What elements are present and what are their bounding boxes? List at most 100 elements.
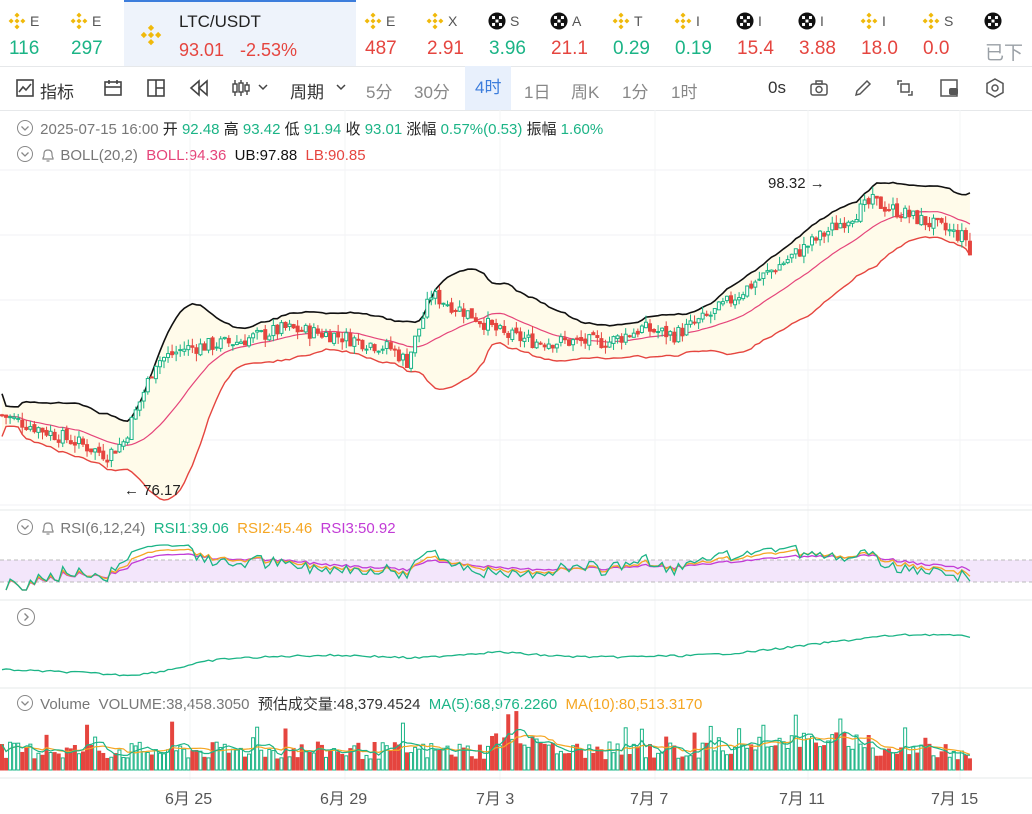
change-value: 0.57%(0.53) (440, 121, 523, 138)
candle-body (295, 325, 300, 333)
candle-body (279, 322, 284, 334)
symbol-tab[interactable]: I 0.19 (666, 0, 728, 66)
symbol-tab[interactable]: E 487 (356, 0, 418, 66)
binance-icon (922, 12, 940, 30)
candle-body (437, 289, 442, 305)
interval-1h[interactable]: 1时 (671, 83, 698, 102)
volume-bar (789, 735, 794, 771)
symbol-price: 0.29 (613, 38, 650, 59)
bell-icon[interactable] (40, 520, 56, 540)
candle-body (481, 322, 486, 330)
symbol-tab[interactable]: I 18.0 (852, 0, 914, 66)
gear-icon[interactable] (984, 77, 1006, 99)
candle-body (68, 440, 73, 445)
pane-expand-toggle[interactable] (16, 607, 36, 631)
settings-theme-icon[interactable] (938, 77, 960, 99)
toggle-icon[interactable] (16, 119, 36, 136)
candle-body (955, 229, 960, 241)
candle-body (643, 321, 648, 329)
bell-icon[interactable] (40, 147, 56, 167)
candle-body (149, 376, 154, 379)
expand-icon[interactable] (894, 77, 916, 99)
replay-icon[interactable] (188, 77, 210, 99)
collapse-icon[interactable] (16, 145, 36, 162)
volume-bar (810, 735, 814, 771)
volume-bar (36, 752, 41, 771)
symbol-tab[interactable]: 已下 (976, 0, 1032, 66)
pencil-icon[interactable] (852, 77, 874, 99)
volume-bar (830, 734, 835, 771)
volume-bar (607, 741, 612, 771)
interval-1w[interactable]: 周K (571, 83, 600, 102)
candle-body (886, 209, 891, 212)
symbol-tab[interactable]: S 3.96 (480, 0, 542, 66)
volume-bar (765, 746, 770, 771)
chevron-down-icon[interactable] (256, 80, 270, 94)
volume-bar (591, 752, 596, 771)
symbol-tab[interactable]: A 21.1 (542, 0, 604, 66)
candle-body (263, 329, 268, 340)
volume-bar (400, 722, 405, 771)
volume-bar (137, 741, 142, 771)
candle-body (797, 249, 802, 257)
candle-body (409, 351, 414, 369)
volume-bar (202, 756, 207, 771)
volume-bar (935, 757, 940, 771)
calendar-icon[interactable] (102, 77, 124, 99)
volume-bar (433, 749, 438, 771)
volume-bar (858, 743, 863, 771)
candle-body (789, 253, 794, 259)
interval-4h[interactable]: 4时 (465, 66, 512, 110)
candle-body (267, 335, 272, 341)
interval-5m[interactable]: 5分 (366, 83, 393, 102)
candle-type-icon[interactable] (230, 77, 252, 99)
volume-bar (68, 748, 73, 771)
symbol-tab[interactable]: LTC/USDT 93.01 -2.53% (124, 0, 356, 66)
volume-bar (376, 758, 381, 771)
candle-body (554, 343, 559, 349)
indicator-icon[interactable] (14, 77, 36, 99)
candle-body (931, 217, 936, 229)
volume-bar (417, 748, 422, 771)
volume-bar (680, 756, 685, 771)
symbol-tab[interactable]: I 3.88 (790, 0, 852, 66)
rsi2-value: RSI2:45.46 (237, 520, 313, 537)
volume-bar (388, 750, 393, 771)
layout-icon[interactable] (145, 77, 167, 99)
candle-body (198, 343, 203, 356)
symbol-tab[interactable]: T 0.29 (604, 0, 666, 66)
candle-body (506, 332, 511, 338)
volume-bar (328, 750, 333, 771)
symbol-tab[interactable]: I 15.4 (728, 0, 790, 66)
volume-bar (842, 732, 847, 771)
indicators-button[interactable]: 指标 (40, 83, 74, 102)
interval-30m[interactable]: 30分 (414, 83, 450, 102)
period-button[interactable]: 周期 (290, 83, 324, 102)
camera-icon[interactable] (808, 77, 830, 99)
indicator-line (1, 633, 971, 677)
volume-bar (380, 742, 385, 771)
symbol-tab[interactable]: X 2.91 (418, 0, 480, 66)
interval-1d[interactable]: 1日 (524, 83, 551, 102)
volume-bar (862, 747, 867, 771)
volume-bar (595, 746, 600, 771)
symbol-tab[interactable]: E 116 (0, 0, 62, 66)
volume-bar (514, 711, 519, 771)
boll-mid-value: BOLL:94.36 (146, 147, 227, 164)
candle-body (801, 244, 806, 257)
chevron-down-icon[interactable] (334, 80, 348, 94)
volume-bar (291, 747, 296, 771)
collapse-icon[interactable] (16, 694, 36, 711)
symbol-tab[interactable]: E 297 (62, 0, 124, 66)
low-label: 低 (284, 121, 300, 138)
interval-1m[interactable]: 1分 (622, 83, 649, 102)
candle-body (348, 333, 353, 347)
chevron-right-circle-icon[interactable] (16, 607, 36, 627)
symbol-tab[interactable]: S 0.0 (914, 0, 976, 66)
volume-bar (437, 749, 442, 771)
candle-body (947, 229, 952, 232)
volume-bar (643, 757, 648, 771)
symbol-name: S (944, 13, 954, 29)
volume-bar (125, 757, 130, 771)
collapse-icon[interactable] (16, 518, 36, 535)
